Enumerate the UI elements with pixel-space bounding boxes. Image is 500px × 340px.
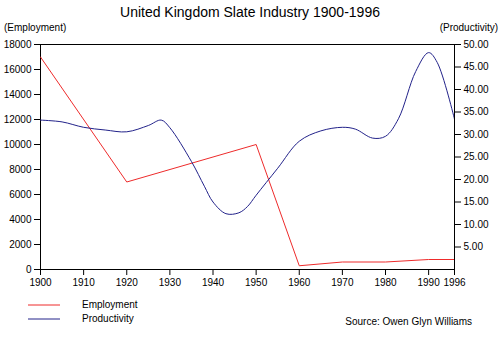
svg-text:16000: 16000 xyxy=(4,64,32,75)
svg-text:1910: 1910 xyxy=(73,277,96,288)
svg-text:20.00: 20.00 xyxy=(464,174,489,185)
svg-text:1960: 1960 xyxy=(288,277,311,288)
svg-text:2000: 2000 xyxy=(9,239,32,250)
html-text:Source: Owen Glyn Williams: Source: Owen Glyn Williams xyxy=(345,316,472,327)
svg-text:1940: 1940 xyxy=(202,277,225,288)
svg-text:4000: 4000 xyxy=(9,214,32,225)
svg-text:8000: 8000 xyxy=(9,164,32,175)
svg-text:12000: 12000 xyxy=(4,114,32,125)
svg-text:10.00: 10.00 xyxy=(464,219,489,230)
svg-text:1970: 1970 xyxy=(331,277,354,288)
html-text:Employment: Employment xyxy=(82,299,138,310)
html-text:Productivity: Productivity xyxy=(82,313,134,324)
svg-text:1950: 1950 xyxy=(245,277,268,288)
svg-text:15.00: 15.00 xyxy=(464,196,489,207)
svg-text:10000: 10000 xyxy=(4,139,32,150)
svg-text:0: 0 xyxy=(26,264,32,275)
svg-text:1996: 1996 xyxy=(443,277,466,288)
svg-text:1990: 1990 xyxy=(418,277,441,288)
svg-text:1980: 1980 xyxy=(374,277,397,288)
html-text:(Employment): (Employment) xyxy=(4,22,67,33)
svg-text:6000: 6000 xyxy=(9,189,32,200)
svg-text:18000: 18000 xyxy=(4,39,32,50)
svg-text:30.00: 30.00 xyxy=(464,129,489,140)
svg-text:14000: 14000 xyxy=(4,89,32,100)
svg-text:1930: 1930 xyxy=(159,277,182,288)
svg-text:25.00: 25.00 xyxy=(464,151,489,162)
html-text:(Productivity): (Productivity) xyxy=(439,22,498,33)
svg-text:45.00: 45.00 xyxy=(464,61,489,72)
svg-text:5.00: 5.00 xyxy=(464,241,484,252)
html-text:United Kingdom Slate Industry: United Kingdom Slate Industry 1900-1996 xyxy=(120,4,380,20)
svg-text:35.00: 35.00 xyxy=(464,106,489,117)
svg-text:1920: 1920 xyxy=(116,277,139,288)
svg-text:50.00: 50.00 xyxy=(464,39,489,50)
svg-text:40.00: 40.00 xyxy=(464,84,489,95)
svg-text:1900: 1900 xyxy=(29,277,52,288)
